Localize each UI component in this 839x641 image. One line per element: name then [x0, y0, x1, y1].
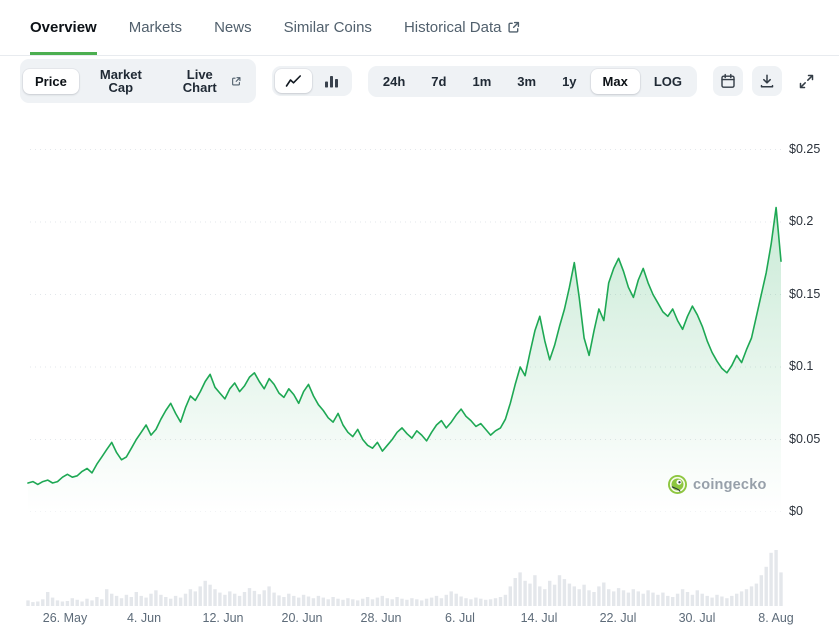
- coingecko-logo-icon: [668, 475, 687, 494]
- market-cap-tab-button[interactable]: Market Cap: [81, 62, 161, 100]
- price-chart-canvas[interactable]: [0, 100, 839, 512]
- bar-chart-icon: [324, 76, 338, 88]
- x-axis-label: 8. Aug: [758, 611, 794, 625]
- page-tabs: Overview Markets News Similar Coins Hist…: [0, 0, 839, 56]
- tab-overview-label: Overview: [30, 19, 97, 36]
- price-tab-button[interactable]: Price: [23, 68, 79, 94]
- x-axis-label: 28. Jun: [360, 611, 402, 625]
- chart-type-switcher: [271, 66, 352, 96]
- range-1y-button[interactable]: 1y: [550, 69, 588, 94]
- tab-overview[interactable]: Overview: [30, 0, 97, 55]
- log-scale-button[interactable]: LOG: [642, 69, 694, 94]
- external-link-icon: [508, 21, 520, 33]
- volume-bars: [26, 550, 783, 606]
- time-range-switcher: 24h 7d 1m 3m 1y Max LOG: [367, 65, 697, 97]
- tab-historical-data[interactable]: Historical Data: [404, 0, 521, 55]
- tab-news-label: News: [214, 19, 252, 36]
- y-axis-label: $0: [789, 504, 803, 518]
- y-axis-label: $0.1: [789, 359, 814, 373]
- line-chart-icon: [285, 75, 301, 87]
- range-24h-button[interactable]: 24h: [371, 69, 417, 94]
- x-axis-label: 6. Jul: [445, 611, 475, 625]
- tab-similar-coins[interactable]: Similar Coins: [284, 0, 372, 55]
- expand-icon: [799, 74, 813, 88]
- x-axis-label: 26. May: [42, 611, 88, 625]
- chart-tools: [713, 66, 821, 96]
- volume-chart-canvas: [26, 550, 783, 606]
- tab-markets-label: Markets: [128, 19, 183, 36]
- y-axis-label: $0.05: [789, 431, 821, 446]
- y-axis-label: $0.2: [789, 214, 814, 228]
- tab-similar-coins-label: Similar Coins: [283, 19, 372, 36]
- tab-historical-data-label: Historical Data: [403, 19, 502, 36]
- x-axis-label: 22. Jul: [599, 611, 637, 625]
- expand-button[interactable]: [791, 66, 821, 96]
- price-area-fill: [28, 207, 781, 512]
- calendar-button[interactable]: [713, 66, 743, 96]
- x-axis-label: 4. Jun: [126, 611, 162, 625]
- download-button[interactable]: [752, 66, 782, 96]
- bar-chart-type-button[interactable]: [314, 69, 349, 93]
- range-max-button[interactable]: Max: [590, 68, 640, 94]
- line-chart-type-button[interactable]: [274, 69, 312, 93]
- range-7d-button[interactable]: 7d: [419, 69, 458, 94]
- range-1m-button[interactable]: 1m: [460, 69, 503, 94]
- tab-news[interactable]: News: [214, 0, 252, 55]
- price-line: [27, 206, 782, 486]
- x-axis-label: 12. Jun: [202, 611, 244, 625]
- y-axis-label: $0.25: [789, 141, 821, 156]
- external-link-icon: [231, 76, 241, 85]
- range-3m-button[interactable]: 3m: [505, 69, 548, 94]
- watermark-text: coingecko: [693, 476, 767, 493]
- x-axis-label: 30. Jul: [678, 611, 716, 625]
- metric-switcher: Price Market Cap Live Chart: [20, 59, 256, 103]
- chart-toolbar: Price Market Cap Live Chart: [0, 59, 839, 103]
- coingecko-watermark: coingecko: [668, 475, 767, 494]
- tab-markets[interactable]: Markets: [129, 0, 182, 55]
- live-chart-tab-button[interactable]: Live Chart: [163, 62, 253, 100]
- x-axis-label: 20. Jun: [281, 611, 323, 625]
- x-axis-label: 14. Jul: [520, 611, 558, 625]
- calendar-icon: [721, 73, 735, 88]
- live-chart-label: Live Chart: [182, 67, 217, 95]
- y-axis-label: $0.15: [789, 286, 821, 301]
- download-icon: [760, 74, 774, 88]
